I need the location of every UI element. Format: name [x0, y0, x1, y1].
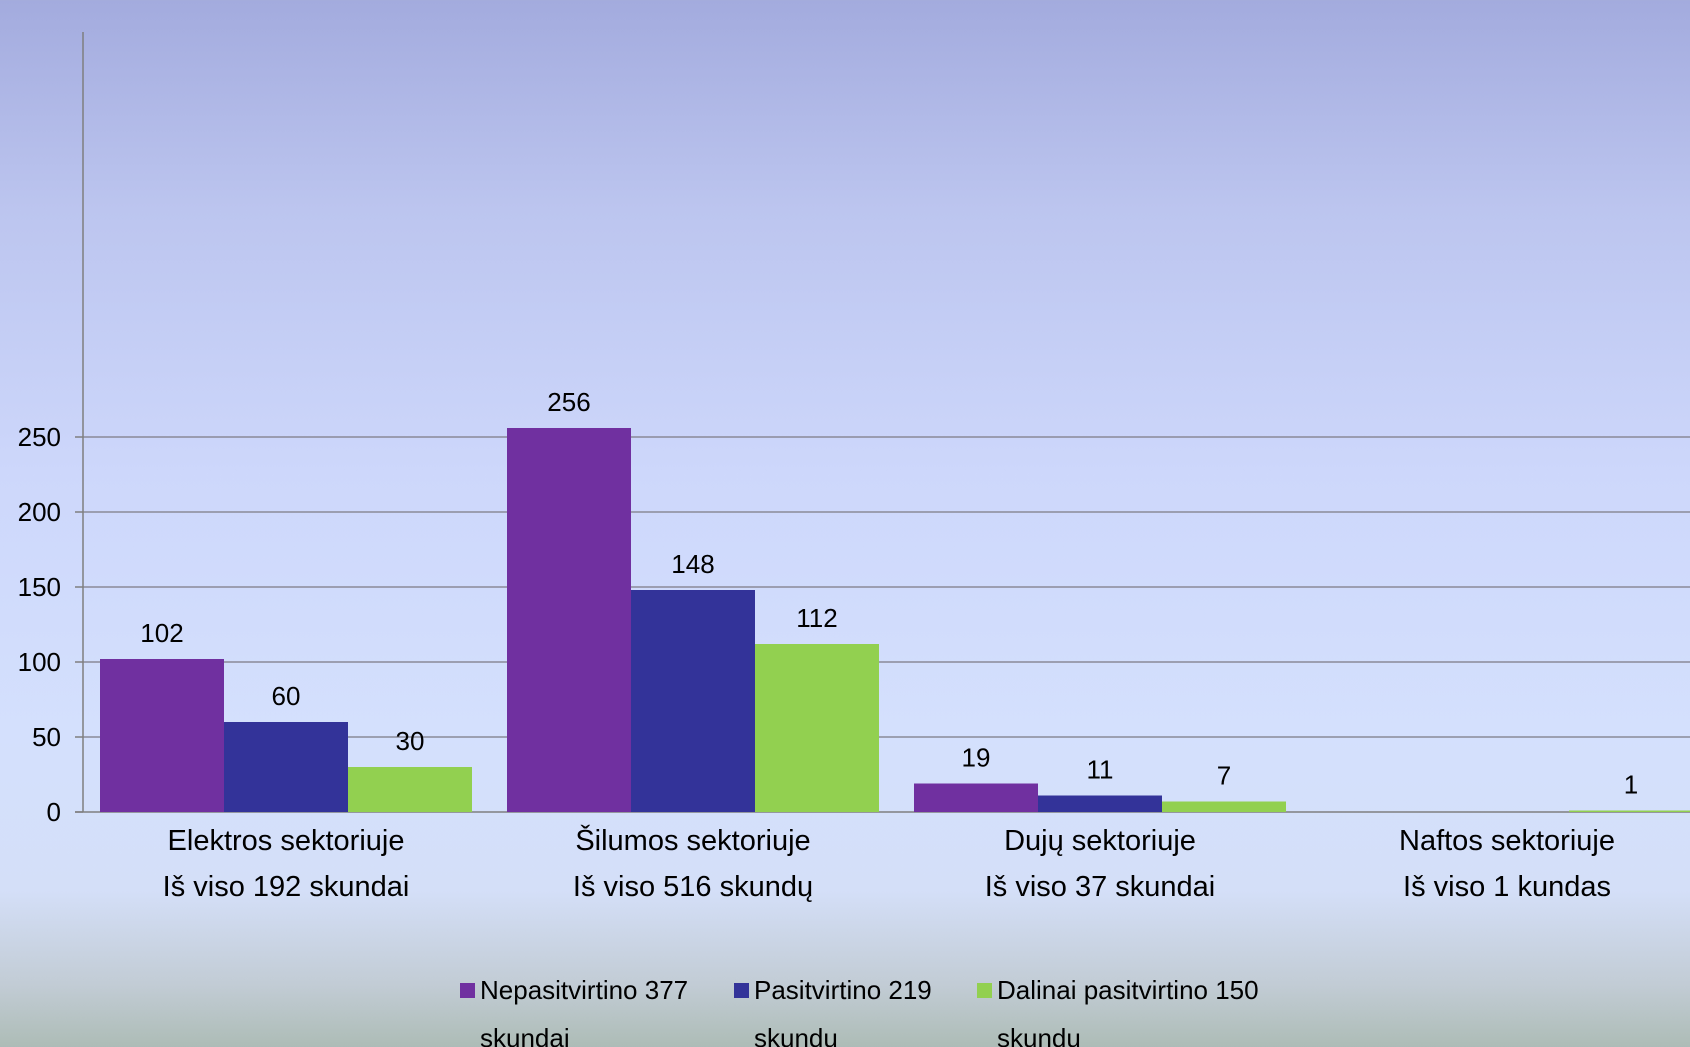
bar: [507, 428, 631, 812]
y-tick-label: 50: [32, 722, 61, 752]
x-tick-label: Naftos sektoriuje Iš viso 1 kundas: [1297, 818, 1690, 910]
legend-item-dalinai-pasitvirtino: Dalinai pasitvirtino 150 skundų: [977, 966, 1297, 1047]
bar: [224, 722, 348, 812]
data-label: 30: [396, 726, 425, 756]
data-label: 148: [671, 549, 714, 579]
data-label: 256: [547, 387, 590, 417]
data-labels: 102 256 19 60 148 11 30 112 7 1: [140, 387, 1638, 800]
legend-label: Nepasitvirtino 377 skundai: [480, 975, 689, 1047]
legend-label: Dalinai pasitvirtino 150 skundų: [997, 975, 1259, 1047]
x-tick-label-line: Iš viso 192 skundai: [162, 871, 410, 903]
bar: [1038, 795, 1162, 812]
y-tick-label: 250: [18, 422, 61, 452]
x-tick-label-line: Elektros sektoriuje: [167, 825, 405, 857]
gridlines: [75, 436, 1690, 813]
y-tick-label: 0: [47, 797, 61, 827]
bar: [914, 783, 1038, 812]
data-label: 112: [796, 603, 837, 633]
legend-swatch: [460, 983, 475, 998]
y-tick-label: 150: [18, 572, 61, 602]
y-tick-label: 200: [18, 497, 61, 527]
x-tick-label-line: Naftos sektoriuje: [1399, 825, 1615, 857]
legend-swatch: [734, 983, 749, 998]
data-label: 60: [272, 681, 301, 711]
data-label: 7: [1217, 761, 1231, 791]
bar: [1162, 801, 1286, 812]
bar: [348, 767, 472, 812]
bar: [100, 659, 224, 812]
legend-label: Pasitvirtino 219 skundų: [754, 975, 932, 1047]
x-tick-label: Šilumos sektoriuje Iš viso 516 skundų: [483, 818, 903, 910]
legend-swatch: [977, 983, 992, 998]
data-label: 102: [140, 618, 183, 648]
data-label: 19: [962, 743, 991, 773]
x-tick-label-line: Iš viso 1 kundas: [1403, 871, 1611, 903]
bar: [755, 644, 879, 812]
x-tick-label-line: Dujų sektoriuje: [1004, 825, 1196, 857]
legend: Nepasitvirtino 377 skundai Pasitvirtino …: [460, 966, 1340, 1047]
data-label: 1: [1624, 770, 1638, 800]
data-label: 11: [1087, 755, 1114, 785]
x-tick-label-line: Iš viso 37 skundai: [984, 871, 1216, 903]
legend-item-pasitvirtino: Pasitvirtino 219 skundų: [734, 966, 994, 1047]
legend-item-nepasitvirtino: Nepasitvirtino 377 skundai: [460, 966, 720, 1047]
y-tick-label: 100: [18, 647, 61, 677]
bar: [631, 590, 755, 812]
x-tick-label: Elektros sektoriuje Iš viso 192 skundai: [76, 818, 496, 910]
x-tick-label-line: Iš viso 516 skundų: [572, 871, 814, 903]
x-tick-label-line: Šilumos sektoriuje: [575, 825, 811, 857]
bar: [1569, 810, 1690, 812]
x-tick-label: Dujų sektoriuje Iš viso 37 skundai: [890, 818, 1310, 910]
bars: [100, 428, 1690, 812]
